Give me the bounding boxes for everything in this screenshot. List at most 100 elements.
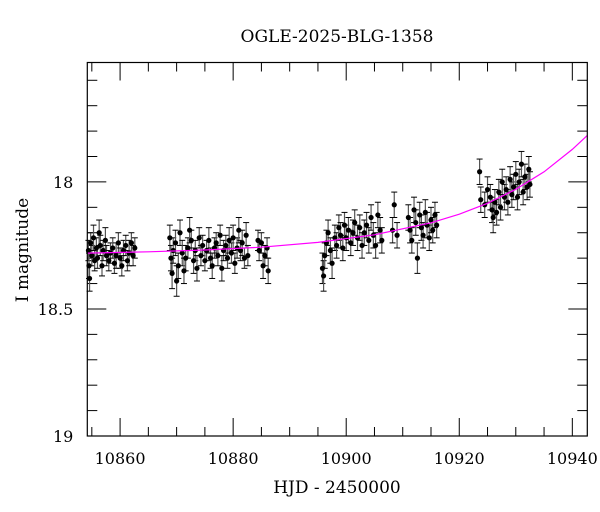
y-axis-label: I magnitude [13, 198, 33, 302]
data-point [505, 199, 511, 205]
data-point [123, 242, 129, 249]
data-point [516, 179, 522, 185]
data-point [228, 250, 235, 256]
data-point [96, 230, 102, 236]
data-point [327, 247, 333, 254]
data-point [372, 242, 379, 249]
data-point [509, 192, 515, 198]
data-point [202, 258, 208, 264]
data-point [325, 230, 331, 236]
model-curve [87, 134, 588, 254]
data-point [232, 260, 238, 266]
data-point [89, 253, 95, 259]
data-point [352, 219, 358, 226]
data-point [503, 186, 509, 193]
data-point [167, 235, 173, 241]
data-point [375, 212, 381, 218]
data-point [337, 232, 344, 238]
data-point [245, 253, 251, 259]
data-point [256, 247, 262, 254]
data-point [194, 265, 200, 271]
data-point [513, 171, 519, 177]
data-point [237, 247, 244, 254]
data-point [526, 166, 532, 172]
data-point [215, 253, 221, 259]
data-point [434, 222, 440, 228]
data-point [106, 258, 112, 264]
x-tick-label: 10920 [434, 449, 485, 468]
data-point [103, 253, 110, 259]
data-point [430, 227, 436, 233]
data-point [527, 181, 533, 188]
data-point [345, 227, 352, 233]
data-point [113, 253, 119, 259]
data-point [377, 227, 383, 233]
x-axis-label: HJD - 2450000 [273, 478, 401, 498]
data-point [110, 245, 116, 251]
data-point [175, 263, 181, 269]
data-point [489, 207, 495, 213]
x-tick-label: 10880 [208, 449, 259, 468]
data-point [420, 232, 426, 238]
data-point [168, 255, 174, 261]
data-point [128, 240, 134, 246]
data-point [230, 235, 236, 241]
data-point [226, 237, 232, 243]
data-point [336, 225, 342, 231]
data-point [357, 225, 363, 231]
y-tick-label: 18.5 [38, 300, 74, 319]
data-point [418, 225, 424, 231]
data-point [409, 237, 415, 243]
data-point [394, 232, 400, 238]
data-point [130, 253, 136, 259]
data-point [93, 245, 99, 251]
data-point [86, 275, 93, 282]
data-point [520, 189, 526, 195]
data-point [363, 222, 370, 228]
data-point [329, 260, 335, 266]
data-point [341, 222, 348, 228]
data-point [361, 230, 367, 236]
data-point [414, 255, 421, 261]
data-point [407, 227, 413, 233]
data-point [207, 255, 214, 261]
data-point [198, 253, 204, 259]
data-point [102, 237, 108, 243]
data-point [217, 232, 223, 238]
data-point [187, 227, 193, 233]
data-point [179, 250, 185, 256]
data-point [487, 194, 493, 200]
data-point [478, 197, 484, 203]
x-tick-label: 10940 [547, 449, 598, 468]
data-point [507, 176, 513, 182]
data-point [348, 240, 354, 246]
y-tick-label: 18 [53, 173, 73, 192]
data-point [115, 240, 121, 246]
data-point [493, 209, 500, 216]
axis-ticks: 10860 10880 10900 10920 10940 18 18.5 19 [38, 62, 598, 468]
data-point [111, 260, 118, 266]
data-point [490, 214, 496, 221]
data-point [496, 189, 502, 195]
data-point [203, 247, 210, 254]
data-point [200, 242, 206, 249]
x-tick-label: 10900 [321, 449, 372, 468]
data-point [320, 273, 327, 279]
data-point [359, 242, 365, 249]
data-point [117, 255, 123, 261]
data-point [260, 263, 266, 269]
data-point [239, 240, 245, 246]
data-point [183, 255, 189, 261]
data-point [99, 263, 105, 269]
data-point [322, 253, 328, 259]
data-point [497, 204, 504, 210]
data-point [90, 235, 97, 241]
data-point [262, 253, 268, 259]
data-point [124, 258, 131, 264]
data-point [366, 237, 372, 243]
data-point [405, 214, 411, 221]
data-point [333, 242, 340, 249]
data-point [379, 237, 385, 243]
data-point [350, 230, 356, 236]
